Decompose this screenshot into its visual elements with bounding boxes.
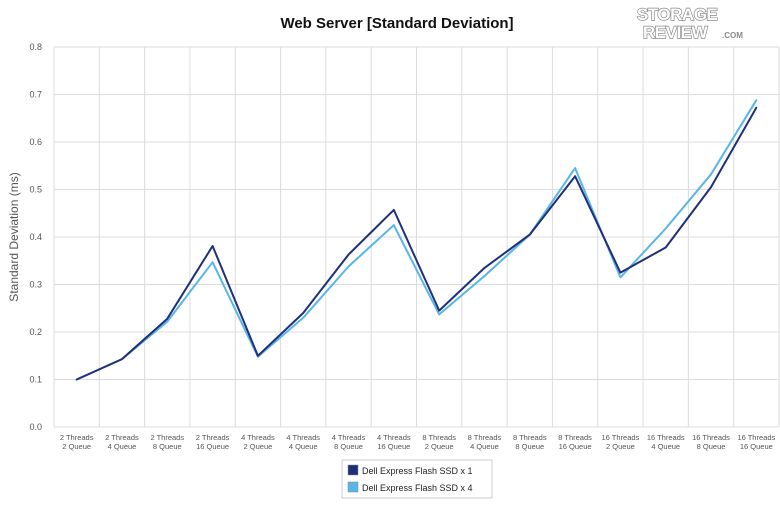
series-line-2: [75, 99, 758, 381]
y-tick-label: 0.6: [29, 137, 42, 147]
y-tick-label: 0.1: [29, 375, 42, 385]
y-tick-label: 0.2: [29, 327, 42, 337]
x-tick-label: 16 Threads 16 Queue: [737, 433, 775, 451]
x-tick-label: 16 Threads 4 Queue: [647, 433, 685, 451]
x-tick-label: 2 Threads 16 Queue: [196, 433, 230, 451]
y-axis-label: Standard Deviation (ms): [7, 172, 21, 301]
x-tick-label: 8 Threads 16 Queue: [558, 433, 592, 451]
x-axis-ticks: 2 Threads 2 Queue 2 Threads 4 Queue 2 Thread…: [60, 433, 776, 451]
x-tick-label: 4 Threads 16 Queue: [377, 433, 411, 451]
grid: [53, 46, 780, 428]
y-tick-label: 0.3: [29, 280, 42, 290]
x-tick-label: 2 Threads 8 Queue: [150, 433, 184, 451]
watermark-logo: STORAGE REVIEW .COM: [636, 4, 743, 42]
legend-swatch-series-2: [347, 481, 359, 493]
y-tick-label: 0.8: [29, 42, 42, 52]
watermark-line1: STORAGE: [637, 5, 717, 24]
legend-swatch-series-1: [347, 464, 359, 476]
legend: Dell Express Flash SSD x 1 Dell Express …: [341, 459, 493, 499]
x-tick-label: 8 Threads 8 Queue: [513, 433, 547, 451]
x-tick-label: 16 Threads 8 Queue: [692, 433, 730, 451]
y-tick-label: 0.0: [29, 422, 42, 432]
chart-title: Web Server [Standard Deviation]: [280, 15, 513, 32]
y-axis-ticks: 0.0 0.1 0.2 0.3 0.4 0.5 0.6 0.7 0.8: [29, 42, 42, 432]
x-tick-label: 16 Threads 2 Queue: [602, 433, 640, 451]
y-tick-label: 0.7: [29, 90, 42, 100]
legend-box: [341, 459, 493, 499]
y-tick-label: 0.5: [29, 185, 42, 195]
legend-label-series-1: Dell Express Flash SSD x 1: [362, 466, 473, 476]
x-tick-label: 8 Threads 4 Queue: [468, 433, 502, 451]
x-tick-label: 8 Threads 2 Queue: [422, 433, 456, 451]
x-tick-label: 2 Threads 2 Queue: [60, 433, 94, 451]
x-tick-label: 4 Threads 4 Queue: [286, 433, 320, 451]
legend-label-series-2: Dell Express Flash SSD x 4: [362, 483, 473, 493]
series-line-1: [75, 106, 758, 381]
x-tick-label: 2 Threads 4 Queue: [105, 433, 139, 451]
x-tick-label: 4 Threads 2 Queue: [241, 433, 275, 451]
watermark-suffix: .COM: [722, 31, 743, 40]
y-tick-label: 0.4: [29, 232, 42, 242]
watermark-line2: REVIEW: [643, 23, 709, 42]
x-tick-label: 4 Threads 8 Queue: [332, 433, 366, 451]
series-lines: [75, 99, 758, 381]
